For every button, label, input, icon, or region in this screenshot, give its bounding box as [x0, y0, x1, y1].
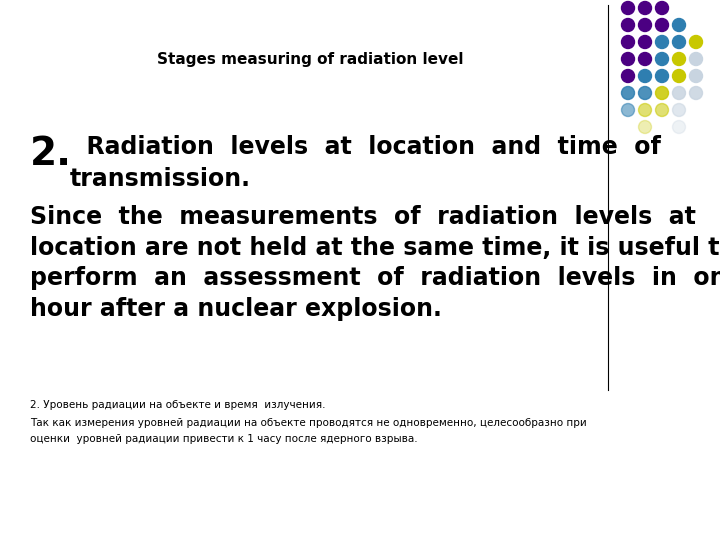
- Text: Так как измерения уровней радиации на объекте проводятся не одновременно, целесо: Так как измерения уровней радиации на об…: [30, 418, 587, 428]
- Circle shape: [655, 52, 668, 65]
- Circle shape: [639, 104, 652, 117]
- Circle shape: [621, 2, 634, 15]
- Circle shape: [639, 120, 652, 133]
- Circle shape: [639, 52, 652, 65]
- Circle shape: [621, 104, 634, 117]
- Circle shape: [655, 2, 668, 15]
- Circle shape: [639, 86, 652, 99]
- Text: 2.: 2.: [30, 135, 72, 173]
- Circle shape: [672, 18, 685, 31]
- Circle shape: [621, 86, 634, 99]
- Circle shape: [655, 36, 668, 49]
- Circle shape: [690, 52, 703, 65]
- Circle shape: [672, 120, 685, 133]
- Text: Radiation  levels  at  location  and  time  of
transmission.: Radiation levels at location and time of…: [70, 135, 661, 191]
- Circle shape: [639, 36, 652, 49]
- Circle shape: [621, 52, 634, 65]
- Circle shape: [639, 2, 652, 15]
- Text: Stages measuring of radiation level: Stages measuring of radiation level: [157, 52, 463, 67]
- Circle shape: [655, 70, 668, 83]
- Circle shape: [690, 70, 703, 83]
- Circle shape: [639, 18, 652, 31]
- Circle shape: [621, 36, 634, 49]
- Circle shape: [672, 104, 685, 117]
- Text: Since  the  measurements  of  radiation  levels  at
location are not held at the: Since the measurements of radiation leve…: [30, 205, 720, 321]
- Circle shape: [690, 86, 703, 99]
- Text: 2. Уровень радиации на объекте и время  излучения.: 2. Уровень радиации на объекте и время и…: [30, 400, 325, 410]
- Circle shape: [639, 70, 652, 83]
- Circle shape: [690, 36, 703, 49]
- Circle shape: [621, 70, 634, 83]
- Circle shape: [672, 36, 685, 49]
- Circle shape: [621, 18, 634, 31]
- Circle shape: [655, 86, 668, 99]
- Text: оценки  уровней радиации привести к 1 часу после ядерного взрыва.: оценки уровней радиации привести к 1 час…: [30, 434, 418, 444]
- Circle shape: [655, 18, 668, 31]
- Circle shape: [672, 86, 685, 99]
- Circle shape: [655, 104, 668, 117]
- Circle shape: [672, 52, 685, 65]
- Circle shape: [672, 70, 685, 83]
